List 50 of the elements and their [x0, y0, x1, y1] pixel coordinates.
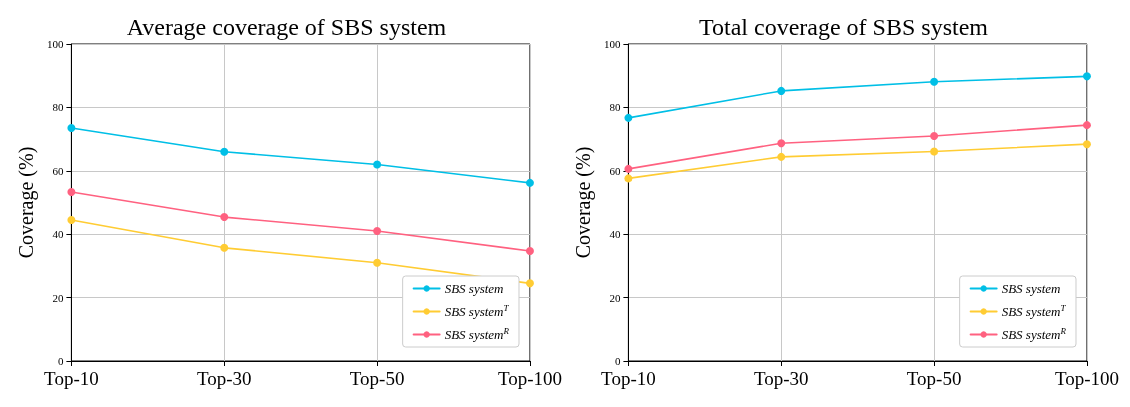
point: [373, 160, 382, 169]
point: [67, 188, 76, 197]
y-tick-label: 80: [609, 101, 621, 114]
chart-title: Total coverage of SBS system: [699, 14, 989, 40]
y-tick-label: 60: [52, 164, 64, 177]
point: [624, 174, 633, 183]
point: [1082, 140, 1091, 149]
point: [930, 77, 939, 86]
y-tick-label: 40: [609, 228, 621, 241]
y-tick-label: 40: [52, 228, 64, 241]
point: [525, 279, 534, 288]
point: [1082, 72, 1091, 81]
point: [220, 213, 229, 222]
point: [525, 178, 534, 187]
legend-label: SBS system: [1001, 281, 1061, 296]
x-tick-label: Top-100: [497, 368, 562, 389]
point: [624, 164, 633, 173]
point: [373, 258, 382, 267]
x-tick-label: Top-100: [1054, 368, 1119, 389]
point: [777, 152, 786, 161]
y-tick-label: 0: [614, 355, 621, 367]
point: [777, 139, 786, 148]
point: [67, 124, 76, 132]
point: [1082, 121, 1091, 130]
x-tick-label: Top-50: [349, 368, 405, 389]
x-tick-label: Top-50: [906, 368, 962, 389]
point: [67, 215, 76, 224]
y-tick-label: 20: [609, 291, 621, 304]
x-tick-label: Top-30: [753, 368, 809, 389]
y-tick-label: 100: [603, 38, 621, 50]
y-tick-label: 80: [52, 101, 64, 114]
point: [930, 131, 939, 140]
point: [525, 247, 534, 255]
y-tick-label: 20: [52, 291, 64, 304]
y-axis-title: Coverage (%): [15, 146, 38, 259]
point: [624, 113, 633, 122]
y-tick-label: 0: [57, 355, 64, 367]
x-tick-label: Top-10: [601, 368, 656, 389]
x-tick-label: Top-10: [44, 368, 99, 389]
point: [930, 147, 939, 156]
point: [373, 227, 382, 236]
x-tick-label: Top-30: [196, 368, 252, 389]
chart-title: Average coverage of SBS system: [126, 14, 447, 40]
point: [220, 147, 229, 156]
y-tick-label: 100: [46, 38, 64, 50]
point: [220, 243, 229, 252]
y-axis-title: Coverage (%): [572, 146, 595, 259]
y-tick-label: 60: [609, 164, 621, 177]
legend-label: SBS system: [444, 281, 504, 296]
point: [777, 86, 786, 95]
